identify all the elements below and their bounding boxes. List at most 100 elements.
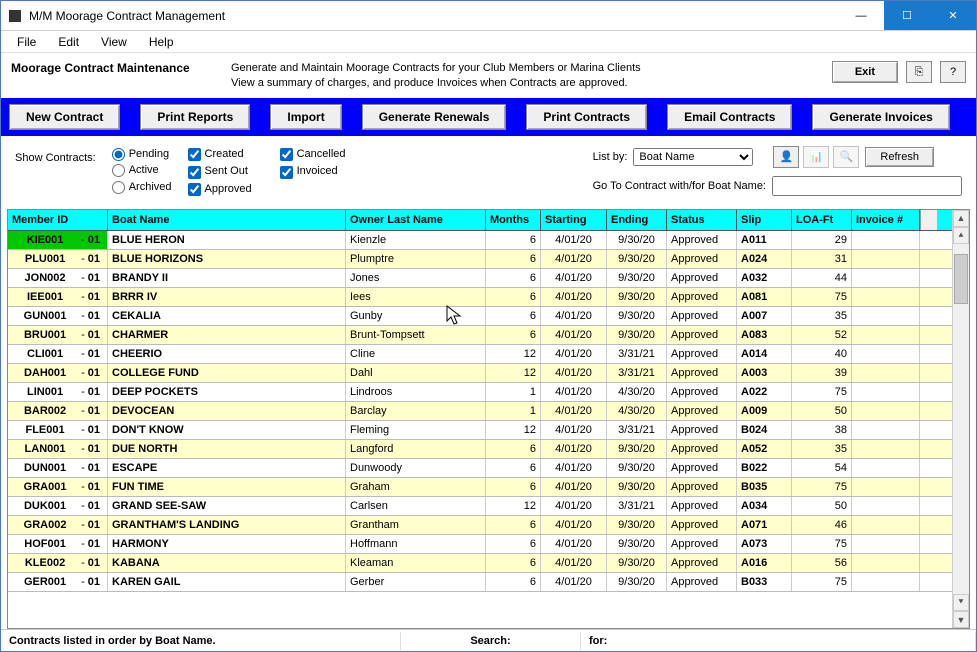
table-row[interactable]: GER001-01KAREN GAILGerber64/01/209/30/20… <box>8 573 969 592</box>
cell-months: 6 <box>486 250 541 268</box>
chart-icon[interactable]: 📊 <box>803 146 829 168</box>
scroll-down-arrow[interactable]: ▼ <box>953 611 969 628</box>
cell-owner: Barclay <box>346 402 486 420</box>
th-boat[interactable]: Boat Name <box>108 210 346 230</box>
radio-pending[interactable]: Pending <box>112 146 172 163</box>
th-end[interactable]: Ending <box>607 210 667 230</box>
th-member[interactable]: Member ID <box>8 210 108 230</box>
generate-renewals-button[interactable]: Generate Renewals <box>362 104 507 130</box>
generate-invoices-button[interactable]: Generate Invoices <box>812 104 949 130</box>
table-row[interactable]: DUK001-01GRAND SEE-SAWCarlsen124/01/203/… <box>8 497 969 516</box>
table-row[interactable]: FLE001-01DON'T KNOWFleming124/01/203/31/… <box>8 421 969 440</box>
table-row[interactable]: DAH001-01COLLEGE FUNDDahl124/01/203/31/2… <box>8 364 969 383</box>
radio-pending-input[interactable] <box>112 148 125 161</box>
cell-member: JON002-01 <box>8 269 108 287</box>
table-row[interactable]: LIN001-01DEEP POCKETSLindroos14/01/204/3… <box>8 383 969 402</box>
scroll-thumb[interactable] <box>954 254 968 304</box>
menu-file[interactable]: File <box>7 33 46 51</box>
cell-owner: Graham <box>346 478 486 496</box>
cell-status: Approved <box>667 307 737 325</box>
radio-active[interactable]: Active <box>112 162 172 179</box>
cell-months: 6 <box>486 269 541 287</box>
filter-panel: Show Contracts: Pending Active Archived … <box>1 136 976 205</box>
find-icon[interactable]: 👤 <box>773 146 799 168</box>
cell-months: 6 <box>486 288 541 306</box>
check-created[interactable]: Created <box>188 146 252 164</box>
menu-edit[interactable]: Edit <box>48 33 89 51</box>
cell-invoice <box>852 535 920 553</box>
table-row[interactable]: KIE001-01BLUE HERONKienzle64/01/209/30/2… <box>8 231 969 250</box>
cell-status: Approved <box>667 288 737 306</box>
check-created-input[interactable] <box>188 148 201 161</box>
check-sent-out[interactable]: Sent Out <box>188 163 252 181</box>
table-row[interactable]: GUN001-01CEKALIAGunby64/01/209/30/20Appr… <box>8 307 969 326</box>
check-sent-out-input[interactable] <box>188 166 201 179</box>
maximize-button[interactable]: ☐ <box>884 1 930 30</box>
header-scroll-gap <box>920 210 937 230</box>
check-invoiced-input[interactable] <box>280 166 293 179</box>
check-invoiced[interactable]: Invoiced <box>280 163 346 181</box>
window-title: M/M Moorage Contract Management <box>29 9 838 23</box>
cell-loa: 75 <box>792 288 852 306</box>
cell-start: 4/01/20 <box>541 535 607 553</box>
help-icon[interactable]: ? <box>940 61 966 83</box>
table-row[interactable]: GRA001-01FUN TIMEGraham64/01/209/30/20Ap… <box>8 478 969 497</box>
menu-view[interactable]: View <box>91 33 137 51</box>
th-loa[interactable]: LOA-Ft <box>792 210 852 230</box>
cell-start: 4/01/20 <box>541 440 607 458</box>
import-button[interactable]: Import <box>270 104 341 130</box>
th-slip[interactable]: Slip <box>737 210 792 230</box>
scroll-page-down[interactable]: ⯆ <box>953 594 969 611</box>
print-reports-button[interactable]: Print Reports <box>140 104 250 130</box>
table-row[interactable]: GRA002-01GRANTHAM'S LANDINGGrantham64/01… <box>8 516 969 535</box>
new-contract-button[interactable]: New Contract <box>9 104 120 130</box>
table-row[interactable]: BRU001-01CHARMERBrunt-Tompsett64/01/209/… <box>8 326 969 345</box>
check-approved-input[interactable] <box>188 183 201 196</box>
refresh-button[interactable]: Refresh <box>865 147 934 167</box>
exit-button[interactable]: Exit <box>832 61 898 83</box>
vertical-scrollbar[interactable]: ▲⯅ ⯆▼ <box>952 210 969 628</box>
table-row[interactable]: KLE002-01KABANAKleaman64/01/209/30/20App… <box>8 554 969 573</box>
table-row[interactable]: IEE001-01BRRR IVIees64/01/209/30/20Appro… <box>8 288 969 307</box>
table-row[interactable]: CLI001-01CHEERIOCline124/01/203/31/21App… <box>8 345 969 364</box>
minimize-button[interactable]: — <box>838 1 884 30</box>
th-status[interactable]: Status <box>667 210 737 230</box>
radio-archived[interactable]: Archived <box>112 179 172 196</box>
cell-loa: 38 <box>792 421 852 439</box>
radio-archived-input[interactable] <box>112 181 125 194</box>
check-approved[interactable]: Approved <box>188 181 252 199</box>
print-contracts-button[interactable]: Print Contracts <box>526 104 647 130</box>
check-cancelled[interactable]: Cancelled <box>280 146 346 164</box>
menu-help[interactable]: Help <box>139 33 184 51</box>
cell-slip: A032 <box>737 269 792 287</box>
listby-select[interactable]: Boat Name <box>633 148 753 166</box>
close-button[interactable]: ✕ <box>930 1 976 30</box>
check-cancelled-input[interactable] <box>280 148 293 161</box>
scroll-page-up[interactable]: ⯅ <box>953 227 969 244</box>
table-row[interactable]: BAR002-01DEVOCEANBarclay14/01/204/30/20A… <box>8 402 969 421</box>
window-controls: — ☐ ✕ <box>838 1 976 30</box>
email-contracts-button[interactable]: Email Contracts <box>667 104 792 130</box>
cell-boat: HARMONY <box>108 535 346 553</box>
scroll-track[interactable] <box>953 244 969 594</box>
filter-icon[interactable]: 🔍 <box>833 146 859 168</box>
table-row[interactable]: DUN001-01ESCAPEDunwoody64/01/209/30/20Ap… <box>8 459 969 478</box>
th-start[interactable]: Starting <box>541 210 607 230</box>
th-owner[interactable]: Owner Last Name <box>346 210 486 230</box>
export-icon[interactable]: ⎘ <box>906 61 932 83</box>
page-description: Generate and Maintain Moorage Contracts … <box>231 61 641 92</box>
cell-slip: B024 <box>737 421 792 439</box>
table-row[interactable]: HOF001-01HARMONYHoffmann64/01/209/30/20A… <box>8 535 969 554</box>
table-row[interactable]: JON002-01BRANDY IIJones64/01/209/30/20Ap… <box>8 269 969 288</box>
radio-active-input[interactable] <box>112 164 125 177</box>
table-row[interactable]: PLU001-01BLUE HORIZONSPlumptre64/01/209/… <box>8 250 969 269</box>
cell-status: Approved <box>667 516 737 534</box>
th-invoice[interactable]: Invoice # <box>852 210 920 230</box>
cell-boat: CHARMER <box>108 326 346 344</box>
cell-member: GER001-01 <box>8 573 108 591</box>
goto-input[interactable] <box>772 176 962 196</box>
th-months[interactable]: Months <box>486 210 541 230</box>
cell-owner: Carlsen <box>346 497 486 515</box>
table-row[interactable]: LAN001-01DUE NORTHLangford64/01/209/30/2… <box>8 440 969 459</box>
scroll-up-arrow[interactable]: ▲ <box>953 210 969 227</box>
